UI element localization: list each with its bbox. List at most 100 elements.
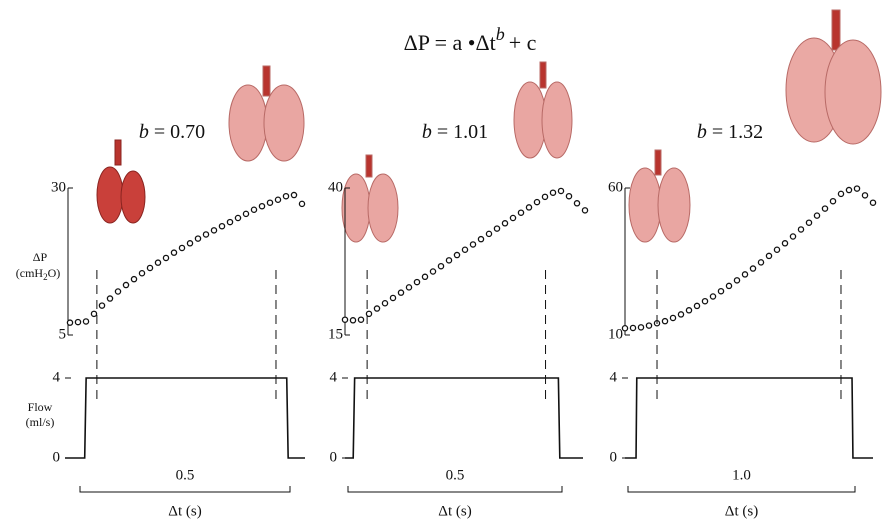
pressure-point	[357, 316, 365, 323]
pressure-point	[106, 295, 114, 302]
x-label: Δt (s)	[725, 503, 758, 519]
x-label: Δt (s)	[438, 503, 471, 519]
pressure-point	[797, 226, 805, 233]
pressure-point	[549, 189, 557, 196]
pressure-point	[813, 212, 821, 219]
y-tick-label: 40	[328, 179, 343, 195]
pressure-point	[501, 220, 509, 227]
y-tick-label: 0	[610, 449, 618, 465]
pressure-point	[701, 297, 709, 305]
pressure-point	[781, 240, 789, 247]
pressure-point	[234, 214, 242, 222]
pressure-point	[98, 302, 106, 309]
lung-4	[628, 149, 691, 243]
pressure-point	[461, 246, 469, 253]
pressure-point	[437, 262, 445, 270]
y-tick-label: 4	[330, 369, 338, 385]
pressure-point	[845, 186, 853, 194]
pressure-point	[202, 231, 210, 238]
unit-sub: 2	[43, 272, 48, 282]
pressure-point	[581, 207, 589, 214]
pressure-point	[757, 259, 765, 266]
pressure-point	[565, 192, 573, 200]
duration-label: 1.0	[732, 467, 751, 483]
pressure-point	[250, 206, 258, 214]
pressure-point	[725, 282, 733, 290]
y-label: Flow	[28, 400, 53, 414]
pressure-point	[114, 288, 122, 295]
y-tick-label: 10	[608, 326, 623, 342]
pressure-point	[122, 281, 130, 289]
y-tick-label: 60	[608, 179, 623, 195]
exponent-label: b = 1.01	[422, 121, 488, 143]
equation-exponent: b	[496, 24, 505, 44]
pressure-point	[525, 204, 533, 211]
pressure-point	[693, 302, 701, 310]
pressure-point	[170, 249, 178, 256]
pressure-point	[282, 192, 290, 200]
unit-end: O)	[48, 266, 61, 280]
pressure-point	[477, 235, 485, 243]
pressure-point	[413, 278, 421, 286]
pressure-point	[765, 252, 773, 260]
y-label-unit: (cmH2O)	[16, 266, 61, 282]
y-tick-label: 5	[59, 326, 67, 342]
lung-1	[228, 65, 305, 162]
lung-small	[96, 139, 146, 224]
pressure-point	[669, 314, 677, 322]
y-tick-label: 0	[330, 449, 338, 465]
pressure-point	[749, 265, 757, 272]
pressure-point	[365, 310, 373, 318]
pressure-point	[186, 240, 194, 247]
flow-line	[65, 377, 305, 459]
pressure-point	[373, 305, 381, 312]
pressure-point	[210, 227, 218, 234]
y-label: (ml/s)	[26, 415, 55, 429]
exponent-name: b	[422, 121, 432, 143]
pressure-point	[869, 199, 877, 206]
pressure-point	[146, 264, 154, 272]
bracket	[627, 486, 856, 493]
pressure-point	[517, 209, 525, 216]
exponent-value: = 1.01	[437, 121, 488, 143]
pressure-point	[429, 268, 437, 275]
pressure-point	[717, 287, 725, 295]
pressure-point	[853, 185, 861, 192]
pressure-point	[733, 277, 741, 284]
pressure-point	[258, 202, 266, 210]
pressure-point	[66, 319, 74, 326]
pressure-point	[709, 293, 717, 300]
pressure-point	[829, 197, 837, 205]
pressure-point	[381, 299, 389, 307]
y-tick-label: 0	[53, 449, 61, 465]
pressure-point	[421, 273, 429, 281]
y-tick-label: 30	[51, 179, 66, 195]
y-tick-label: 4	[610, 369, 618, 385]
exponent-name: b	[139, 121, 149, 143]
pressure-point	[557, 187, 565, 195]
pressure-point	[154, 259, 162, 266]
equation: ΔP = a •Δtb + c	[404, 24, 537, 55]
pressure-point	[226, 218, 234, 226]
pressure-point	[130, 275, 138, 283]
pressure-point	[685, 307, 693, 314]
pressure-point	[341, 316, 349, 323]
pressure-point	[453, 251, 461, 259]
pressure-point	[789, 233, 797, 240]
pressure-point	[485, 230, 493, 238]
duration-label: 0.5	[446, 467, 465, 483]
pressure-point	[621, 324, 629, 332]
exponent-label: b = 0.70	[139, 121, 205, 143]
y-label: ΔP	[33, 250, 48, 264]
y-tick-label: 4	[53, 369, 61, 385]
pressure-point	[573, 200, 581, 207]
exponent-label: b = 1.32	[697, 121, 763, 143]
pressure-point	[162, 254, 170, 262]
pressure-point	[637, 324, 645, 331]
pressure-point	[661, 317, 669, 325]
pressure-point	[509, 214, 517, 222]
pressure-point	[541, 193, 549, 201]
bracket	[347, 486, 563, 493]
pressure-point	[290, 191, 298, 199]
